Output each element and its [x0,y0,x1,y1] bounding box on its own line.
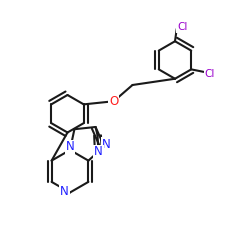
Text: O: O [109,95,118,108]
Text: N: N [94,146,103,158]
Text: Cl: Cl [177,22,188,32]
Text: N: N [60,185,69,198]
Text: Cl: Cl [205,69,215,79]
Text: N: N [66,140,74,153]
Text: N: N [102,138,111,151]
